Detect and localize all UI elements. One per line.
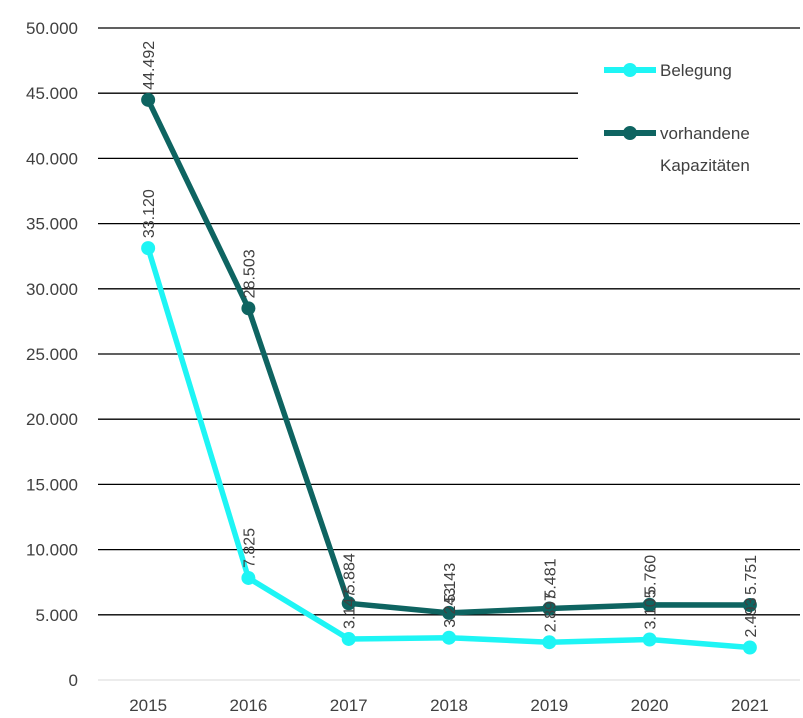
data-label-0: 3.243: [442, 588, 459, 628]
data-label-1: 5.760: [643, 555, 660, 595]
data-label-0: 2.493: [743, 597, 760, 637]
data-label-1: 5.143: [442, 563, 459, 603]
data-label-0: 33.120: [141, 189, 158, 238]
legend-label-kapazitaeten-line1: vorhandene: [660, 124, 750, 143]
y-tick-label: 20.000: [26, 410, 78, 429]
data-point-0: [642, 632, 657, 647]
data-point-1: [442, 605, 456, 620]
x-tick-label: 2015: [129, 696, 167, 715]
data-point-0: [141, 241, 156, 256]
legend-marker-kapazitaeten: [623, 126, 637, 140]
y-tick-label: 35.000: [26, 215, 78, 234]
data-point-0: [742, 640, 757, 655]
legend-label-kapazitaeten-line2: Kapazitäten: [660, 156, 750, 175]
data-label-0: 2.897: [542, 592, 559, 632]
data-label-1: 5.884: [342, 553, 359, 593]
data-point-1: [542, 601, 557, 616]
y-tick-label: 50.000: [26, 19, 78, 38]
y-tick-label: 15.000: [26, 475, 78, 494]
y-tick-label: 0: [69, 671, 78, 690]
data-label-0: 3.147: [342, 589, 359, 629]
data-point-1: [341, 596, 356, 611]
legend-background: [578, 38, 800, 198]
data-point-1: [642, 597, 657, 612]
data-point-0: [442, 630, 456, 645]
x-tick-label: 2021: [731, 696, 769, 715]
data-point-1: [141, 92, 156, 107]
y-tick-label: 25.000: [26, 345, 78, 364]
y-tick-label: 45.000: [26, 84, 78, 103]
legend-marker-belegung: [623, 63, 637, 77]
x-tick-label: 2017: [330, 696, 368, 715]
y-tick-label: 5.000: [35, 606, 78, 625]
data-label-1: 28.503: [241, 249, 258, 298]
data-label-0: 3.105: [643, 589, 660, 629]
x-axis-ticks: 2015 2016 2017 2018 2019 2020 2021: [129, 696, 769, 715]
data-label-1: 5.751: [743, 555, 760, 595]
data-point-0: [341, 631, 356, 646]
x-tick-label: 2018: [430, 696, 468, 715]
data-labels: 33.120 7.825 3.147 3.243 2.897 3.105 2.493 44.4…: [141, 41, 760, 638]
x-tick-label: 2020: [631, 696, 669, 715]
legend-label-belegung: Belegung: [660, 61, 732, 80]
legend: Belegung vorhandene Kapazitäten: [578, 38, 800, 198]
data-label-1: 44.492: [141, 41, 158, 90]
data-label-0: 7.825: [241, 528, 258, 568]
y-axis-ticks: 0 5.000 10.000 15.000 20.000 25.000 30.000 35.0…: [26, 19, 78, 690]
y-tick-label: 40.000: [26, 149, 78, 168]
y-tick-label: 10.000: [26, 541, 78, 560]
data-label-1: 5.481: [542, 558, 559, 598]
data-point-1: [241, 301, 256, 316]
x-tick-label: 2019: [530, 696, 568, 715]
data-point-0: [542, 635, 557, 650]
x-tick-label: 2016: [230, 696, 268, 715]
y-tick-label: 30.000: [26, 280, 78, 299]
series-layer: [141, 92, 757, 655]
data-point-0: [241, 570, 256, 585]
data-point-1: [742, 598, 757, 613]
